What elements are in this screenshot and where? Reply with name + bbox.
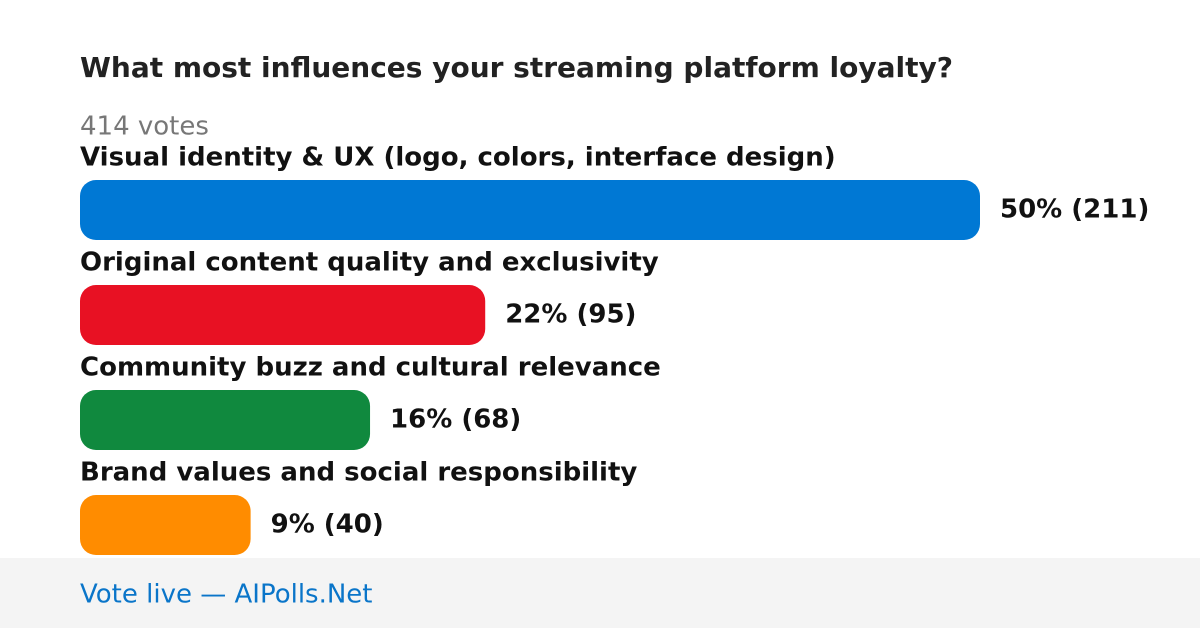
result-label: 16% (68) <box>390 405 521 435</box>
result-bar <box>80 285 486 345</box>
option-label: Brand values and social responsibility <box>80 458 637 488</box>
result-label: 22% (95) <box>505 300 636 330</box>
footer-band <box>0 558 1200 628</box>
option-label: Visual identity & UX (logo, colors, inte… <box>80 143 836 173</box>
poll-title: What most influences your streaming plat… <box>80 51 953 84</box>
result-label: 9% (40) <box>271 510 384 540</box>
option-label: Original content quality and exclusivity <box>80 248 659 278</box>
result-bar <box>80 390 371 450</box>
option-label: Community buzz and cultural relevance <box>80 353 661 383</box>
result-label: 50% (211) <box>1000 195 1149 225</box>
result-bar <box>80 495 251 555</box>
vote-count: 414 votes <box>80 112 209 142</box>
footer-link[interactable]: Vote live — AIPolls.Net <box>80 580 373 610</box>
result-bar <box>80 180 980 240</box>
